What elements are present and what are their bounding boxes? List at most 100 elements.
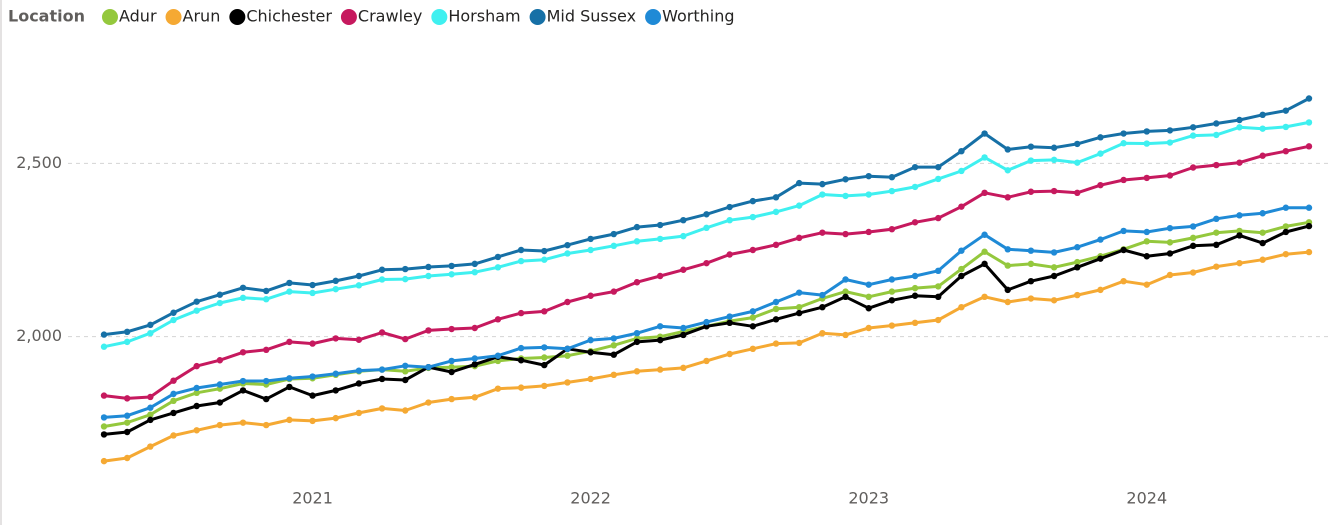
data-point xyxy=(656,323,664,330)
data-point xyxy=(981,154,988,161)
data-point xyxy=(703,318,710,326)
data-point xyxy=(193,298,200,305)
data-point xyxy=(123,338,131,346)
data-point xyxy=(425,363,432,371)
data-point xyxy=(1143,238,1150,245)
data-point xyxy=(564,352,571,359)
data-point xyxy=(795,309,803,317)
data-point xyxy=(1097,286,1104,294)
data-point xyxy=(1004,246,1011,253)
data-point xyxy=(1166,172,1174,179)
data-point xyxy=(193,384,200,392)
data-point xyxy=(355,282,363,289)
legend-label: Horsham xyxy=(448,7,520,26)
data-point xyxy=(958,304,965,311)
data-point xyxy=(1004,146,1011,153)
data-point xyxy=(842,331,849,339)
data-point xyxy=(494,264,502,271)
data-point xyxy=(309,340,316,347)
data-point xyxy=(610,288,618,295)
data-point xyxy=(1027,260,1035,268)
data-point xyxy=(911,319,919,326)
data-point xyxy=(958,167,965,175)
x-tick-label: 2022 xyxy=(570,489,611,508)
data-point xyxy=(263,377,270,385)
data-point xyxy=(1027,143,1035,150)
data-point xyxy=(1305,119,1313,126)
data-point xyxy=(749,213,757,221)
data-point xyxy=(610,335,618,342)
data-point xyxy=(749,246,757,254)
data-point xyxy=(981,260,988,268)
data-point xyxy=(656,272,664,280)
data-point xyxy=(286,416,293,424)
data-point xyxy=(749,308,757,315)
data-point xyxy=(656,336,664,344)
data-point xyxy=(587,349,594,356)
data-point xyxy=(402,265,409,273)
data-point xyxy=(587,292,594,299)
data-point xyxy=(1166,139,1174,146)
data-point xyxy=(981,130,988,137)
data-point xyxy=(935,283,942,290)
data-point xyxy=(332,370,339,377)
data-point xyxy=(216,291,224,298)
data-point xyxy=(726,319,733,326)
data-point xyxy=(935,214,942,222)
data-point xyxy=(680,232,687,240)
data-point xyxy=(1189,132,1197,139)
data-point xyxy=(1166,127,1174,134)
data-point xyxy=(471,324,478,332)
data-point xyxy=(1074,140,1081,148)
data-point xyxy=(865,172,872,180)
data-point xyxy=(239,349,247,356)
data-point xyxy=(1004,167,1011,174)
data-point xyxy=(239,377,247,385)
data-point xyxy=(286,338,293,346)
data-point xyxy=(911,183,919,191)
data-point xyxy=(633,338,641,346)
data-point xyxy=(378,329,386,336)
data-point xyxy=(355,380,363,387)
data-point xyxy=(911,284,919,292)
data-point xyxy=(378,366,386,373)
data-point xyxy=(680,324,687,332)
data-point xyxy=(263,346,270,354)
data-point xyxy=(402,407,409,414)
data-point xyxy=(772,340,780,347)
data-point xyxy=(795,304,803,311)
series-line xyxy=(103,206,1309,419)
data-point xyxy=(888,187,896,195)
data-point xyxy=(286,383,293,391)
data-point xyxy=(448,262,455,270)
data-point xyxy=(564,241,571,249)
data-point xyxy=(1282,123,1290,131)
data-point xyxy=(378,276,386,283)
data-point xyxy=(842,276,849,283)
data-point xyxy=(1143,253,1150,260)
data-point xyxy=(1097,181,1104,189)
data-point xyxy=(100,392,108,399)
data-point xyxy=(842,176,849,183)
data-point xyxy=(1305,248,1313,256)
data-point xyxy=(425,327,432,334)
data-point xyxy=(193,362,200,370)
data-point xyxy=(100,414,108,421)
data-point xyxy=(1305,143,1313,150)
y-tick-label: 2,500 xyxy=(16,153,62,172)
data-point xyxy=(819,330,826,337)
data-point xyxy=(564,298,571,306)
data-point xyxy=(1050,297,1058,304)
data-point xyxy=(1213,131,1220,139)
data-point xyxy=(1282,228,1290,236)
data-point xyxy=(795,234,803,242)
data-point xyxy=(100,457,108,465)
data-point xyxy=(935,316,942,324)
data-point xyxy=(355,336,363,343)
data-point xyxy=(1259,152,1266,159)
data-point xyxy=(378,375,386,383)
data-point xyxy=(286,375,293,382)
data-point xyxy=(1097,134,1104,141)
data-point xyxy=(402,376,409,384)
data-point xyxy=(1259,210,1266,217)
